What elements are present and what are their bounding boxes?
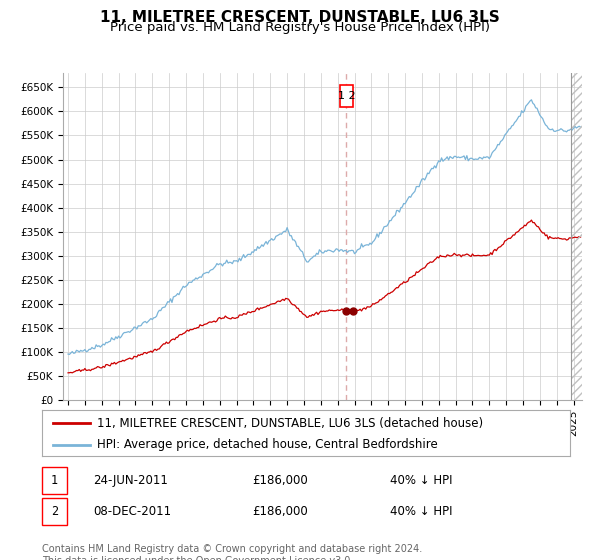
Text: Contains HM Land Registry data © Crown copyright and database right 2024.
This d: Contains HM Land Registry data © Crown c… xyxy=(42,544,422,560)
Text: £186,000: £186,000 xyxy=(252,505,308,519)
Text: 40% ↓ HPI: 40% ↓ HPI xyxy=(390,505,452,519)
Text: 1 2: 1 2 xyxy=(338,91,355,101)
Text: Price paid vs. HM Land Registry's House Price Index (HPI): Price paid vs. HM Land Registry's House … xyxy=(110,21,490,34)
Text: 11, MILETREE CRESCENT, DUNSTABLE, LU6 3LS: 11, MILETREE CRESCENT, DUNSTABLE, LU6 3L… xyxy=(100,10,500,25)
Text: £186,000: £186,000 xyxy=(252,474,308,487)
Text: 24-JUN-2011: 24-JUN-2011 xyxy=(93,474,168,487)
Text: 2: 2 xyxy=(51,505,58,519)
Text: 11, MILETREE CRESCENT, DUNSTABLE, LU6 3LS (detached house): 11, MILETREE CRESCENT, DUNSTABLE, LU6 3L… xyxy=(97,417,484,430)
Text: 08-DEC-2011: 08-DEC-2011 xyxy=(93,505,171,519)
Text: 1: 1 xyxy=(51,474,58,487)
Text: 40% ↓ HPI: 40% ↓ HPI xyxy=(390,474,452,487)
FancyBboxPatch shape xyxy=(340,85,353,106)
Text: HPI: Average price, detached house, Central Bedfordshire: HPI: Average price, detached house, Cent… xyxy=(97,438,438,451)
